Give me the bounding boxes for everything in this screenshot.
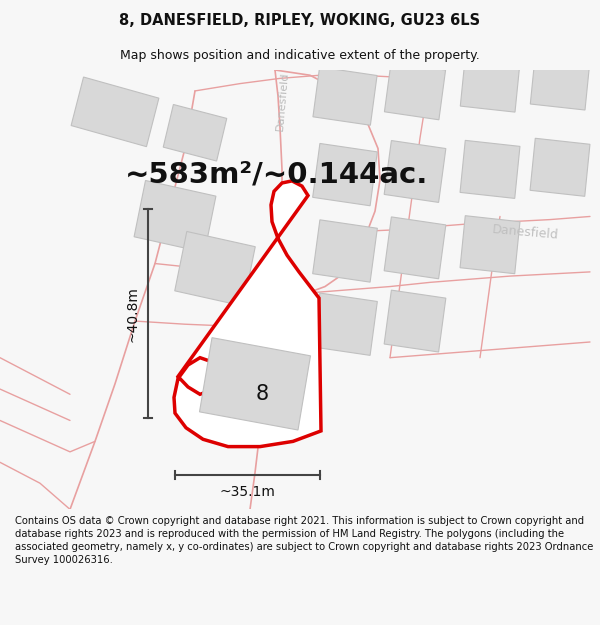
- Polygon shape: [530, 57, 590, 110]
- Polygon shape: [134, 181, 216, 253]
- Polygon shape: [313, 220, 377, 282]
- Text: Contains OS data © Crown copyright and database right 2021. This information is : Contains OS data © Crown copyright and d…: [15, 516, 593, 565]
- Text: ~40.8m: ~40.8m: [126, 286, 140, 342]
- Text: Map shows position and indicative extent of the property.: Map shows position and indicative extent…: [120, 49, 480, 62]
- Polygon shape: [163, 104, 227, 161]
- Polygon shape: [460, 216, 520, 274]
- Polygon shape: [313, 144, 377, 206]
- Polygon shape: [384, 141, 446, 202]
- Text: 8, DANESFIELD, RIPLEY, WOKING, GU23 6LS: 8, DANESFIELD, RIPLEY, WOKING, GU23 6LS: [119, 12, 481, 28]
- Polygon shape: [200, 338, 310, 430]
- Polygon shape: [313, 293, 377, 356]
- Text: ~583m²/~0.144ac.: ~583m²/~0.144ac.: [125, 161, 428, 189]
- Polygon shape: [460, 141, 520, 198]
- Text: ~35.1m: ~35.1m: [220, 486, 275, 499]
- Polygon shape: [175, 231, 255, 306]
- Polygon shape: [460, 59, 520, 112]
- Polygon shape: [530, 138, 590, 196]
- Polygon shape: [174, 181, 321, 447]
- Text: 8: 8: [256, 384, 269, 404]
- Text: Danesfield: Danesfield: [274, 71, 290, 131]
- Polygon shape: [384, 217, 446, 279]
- Polygon shape: [71, 77, 159, 147]
- Polygon shape: [385, 62, 446, 120]
- Text: Danesfield: Danesfield: [491, 222, 559, 241]
- Polygon shape: [313, 67, 377, 125]
- Polygon shape: [384, 290, 446, 352]
